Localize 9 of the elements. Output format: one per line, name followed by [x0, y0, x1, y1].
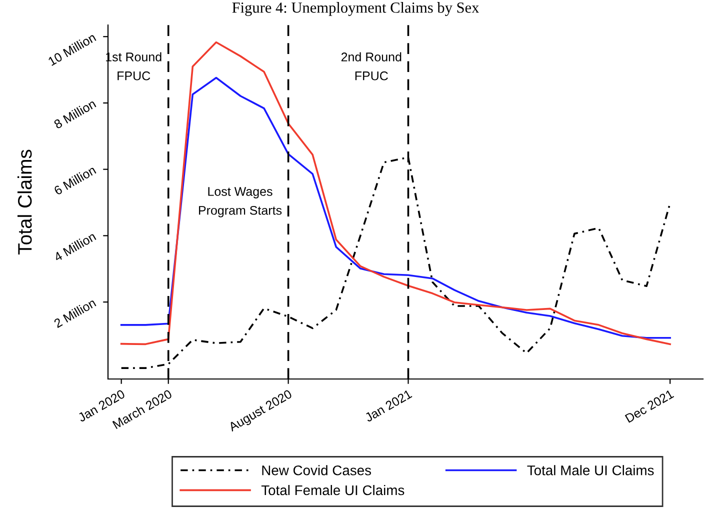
ref-line-label: 2nd Round FPUC	[341, 52, 402, 80]
legend-label: Total Female UI Claims	[261, 484, 404, 496]
chart-title: Figure 4: Unemployment Claims by Sex	[232, 2, 480, 16]
legend-label: New Covid Cases	[262, 465, 372, 476]
x-tick-label: Dec 2021	[624, 389, 674, 423]
y-axis-title: Total Claims	[17, 150, 32, 254]
x-tick-label: Jan 2021	[364, 389, 412, 422]
ref-line-label: Lost Wages Program Starts	[199, 187, 282, 218]
legend-label: Total Male UI Claims	[527, 465, 654, 476]
